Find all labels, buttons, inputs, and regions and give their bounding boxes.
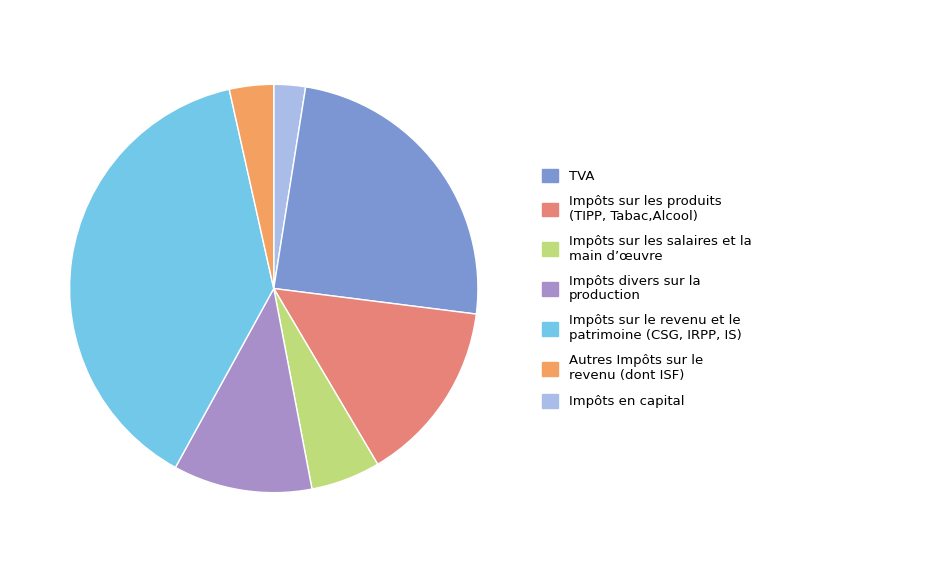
- Wedge shape: [273, 288, 377, 489]
- Wedge shape: [273, 87, 477, 314]
- Wedge shape: [273, 288, 476, 464]
- Wedge shape: [175, 288, 311, 493]
- Legend: TVA, Impôts sur les produits
(TIPP, Tabac,Alcool), Impôts sur les salaires et la: TVA, Impôts sur les produits (TIPP, Taba…: [535, 162, 757, 415]
- Wedge shape: [273, 84, 305, 288]
- Wedge shape: [229, 84, 273, 288]
- Wedge shape: [70, 89, 273, 467]
